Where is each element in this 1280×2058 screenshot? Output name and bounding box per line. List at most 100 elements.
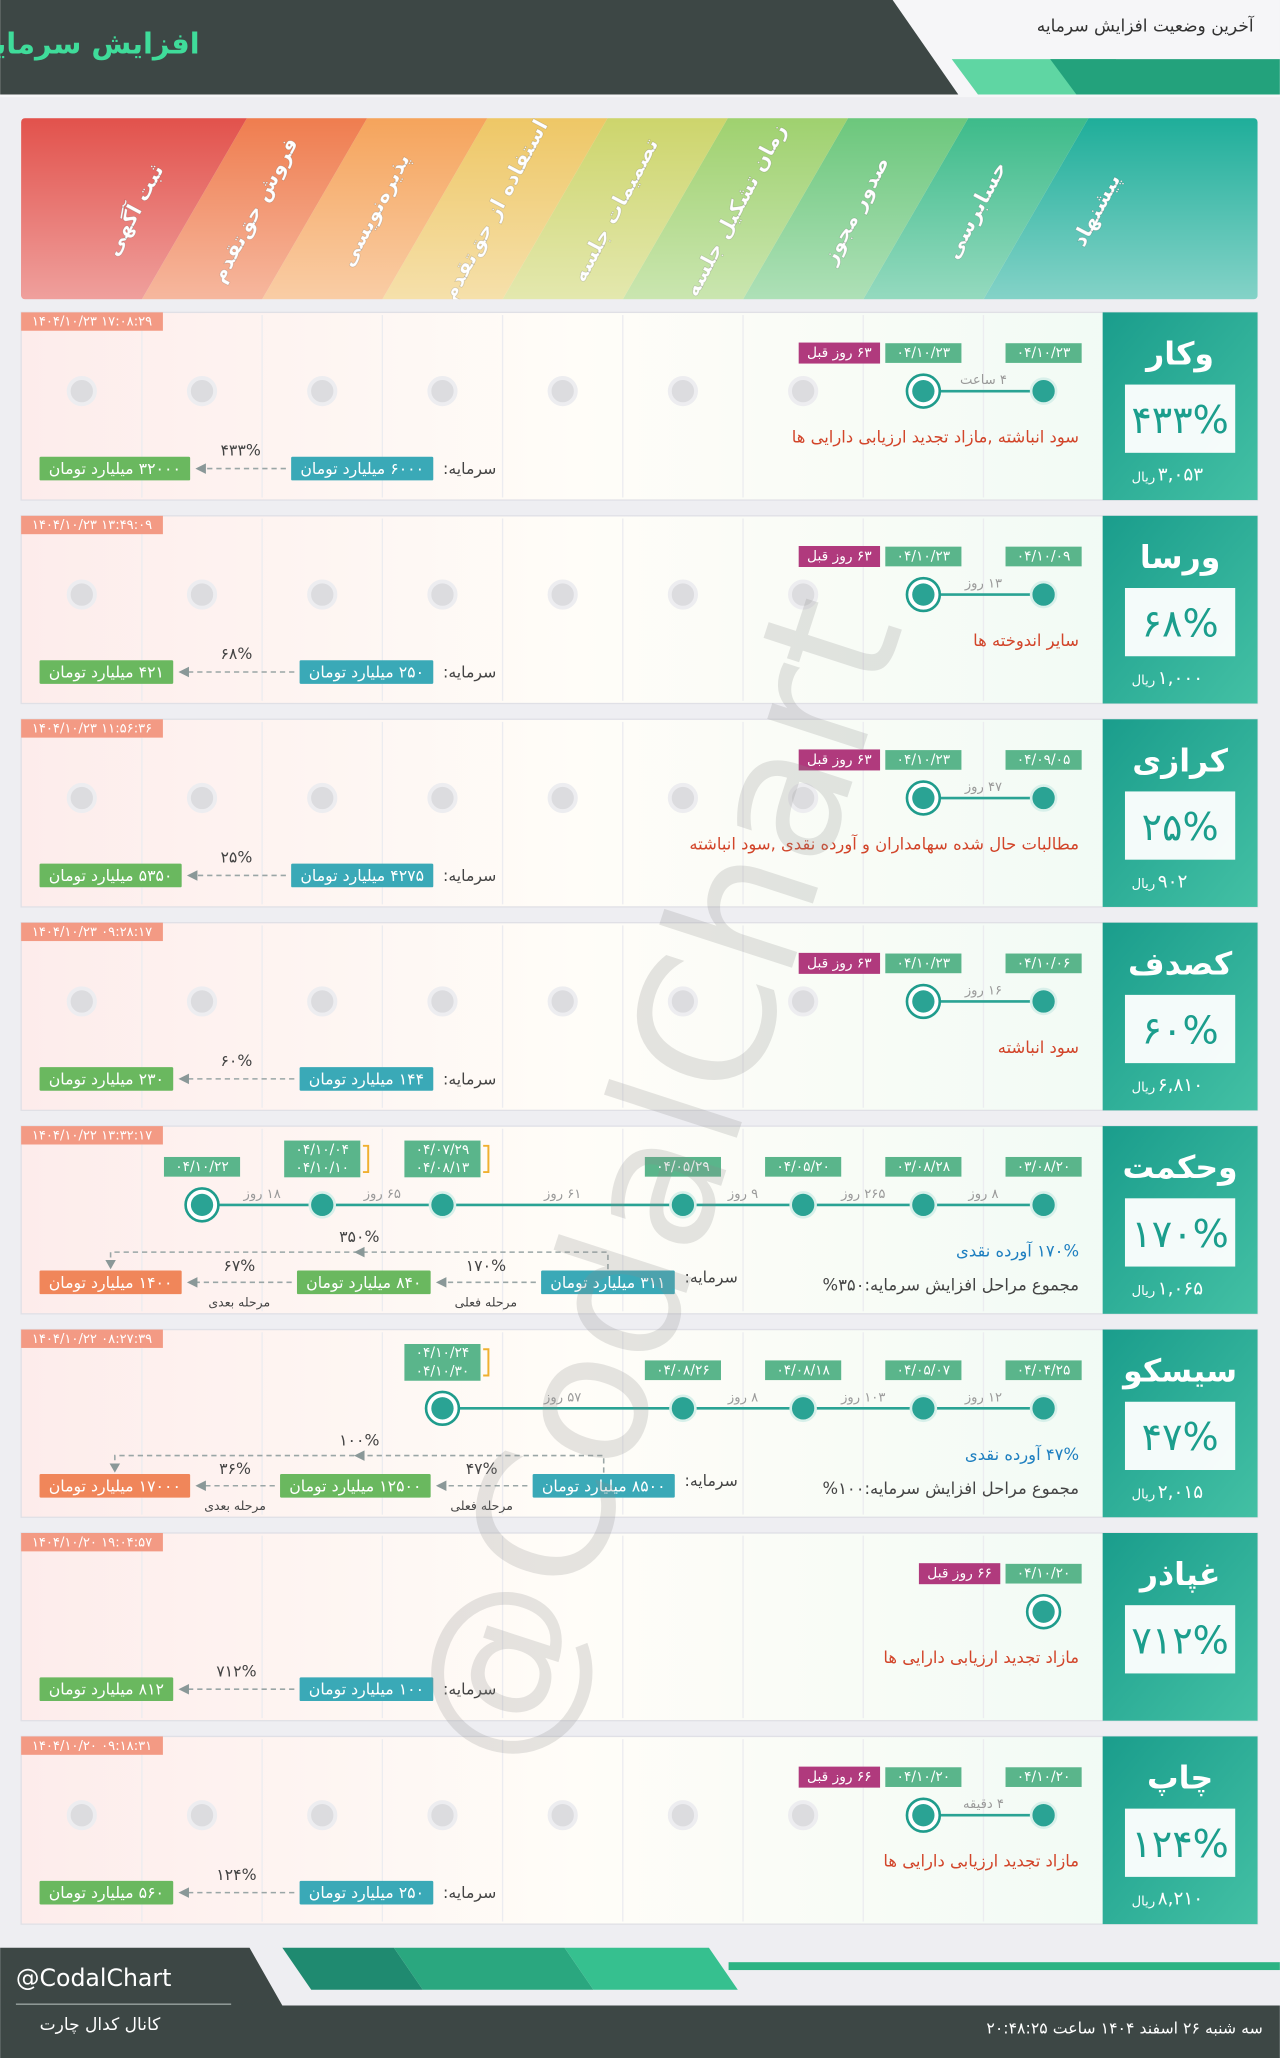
pending-step: [667, 986, 699, 1017]
pending-step: [547, 782, 578, 814]
done-step: [789, 1394, 817, 1423]
capital-amount: ۳۱۱ میلیارد تومان: [550, 1273, 665, 1293]
percent: ۲۵%: [1142, 805, 1219, 849]
date-box: [1005, 343, 1082, 363]
description: سود انباشته: [998, 1038, 1079, 1058]
row-card: [20, 718, 1259, 908]
percent-box: [1124, 1401, 1236, 1470]
capital-amount-box: [299, 660, 434, 684]
timestamp-box: [21, 515, 163, 535]
symbol: سیسکو: [1121, 1354, 1237, 1390]
step-date: ۰۴/۱۰/۱۰: [295, 1160, 349, 1176]
capital-amount: ۳۲۰۰۰ میلیارد تومان: [49, 459, 181, 479]
capital-amount: ۲۳۰ میلیارد تومان: [49, 1069, 164, 1089]
capital-amount: ۲۵۰ میلیارد تومان: [309, 1883, 424, 1903]
date-box: [765, 1360, 842, 1381]
row-card: [20, 1735, 1259, 1925]
pending-step: [307, 376, 338, 407]
step-date: ۰۳/۰۸/۲۰: [1017, 1159, 1071, 1175]
capital-amount-box: [39, 1880, 174, 1905]
ago-box: [798, 749, 881, 771]
date-box: [1005, 1360, 1082, 1381]
percent: ۴۳۳%: [1131, 398, 1228, 442]
timestamp-box: [21, 312, 163, 331]
pending-step: [66, 1800, 97, 1831]
price-unit: ریال: [1132, 1081, 1156, 1096]
step-ago: ۶۶ روز قبل: [807, 1769, 872, 1785]
capital-amount: ۴۲۷۵ میلیارد تومان: [300, 866, 424, 886]
capital-label: سرمایه:: [443, 663, 496, 683]
symbol: وکار: [1144, 336, 1214, 372]
date-box: [885, 1360, 962, 1381]
percent-box: [1124, 1605, 1236, 1674]
date-box: [885, 343, 962, 363]
stage-fade: [21, 118, 1258, 300]
price-unit: ریال: [1132, 1894, 1156, 1909]
pending-step: [667, 782, 699, 814]
ago-box: [798, 546, 881, 567]
current-step: [912, 1804, 935, 1827]
step-gap: ۱۰۳ روز: [840, 1390, 885, 1405]
price: ۹۰۲: [1158, 872, 1188, 893]
percent: ۴۷%: [1142, 1415, 1219, 1459]
price-unit: ریال: [1132, 1284, 1156, 1299]
description: مازاد تجدید ارزیابی دارایی ها: [883, 1852, 1079, 1872]
footer-bar: [0, 1947, 1280, 2058]
step-date: ۰۴/۱۰/۲۴: [416, 1345, 470, 1361]
capital-amount: ۸۱۲ میلیارد تومان: [49, 1680, 164, 1700]
capital-amount: ۵۳۵۰ میلیارد تومان: [49, 866, 173, 886]
capital-amount-box: [280, 1473, 431, 1498]
done-step: [1029, 377, 1058, 405]
capital-label: سرمایه:: [685, 1268, 738, 1288]
date-box: [284, 1140, 361, 1178]
timestamp-box: [21, 1126, 163, 1145]
capital-amount: ۱۴۰۰ میلیارد تومان: [49, 1273, 173, 1293]
pending-step: [427, 1800, 458, 1831]
price-unit: ریال: [1132, 877, 1156, 892]
capital-change: ۳۶%: [219, 1459, 251, 1478]
done-step: [1029, 784, 1058, 812]
done-step: [308, 1191, 337, 1219]
pending-step: [547, 1800, 578, 1831]
step-gap: ۶۱ روز: [543, 1187, 581, 1202]
date-bracket: [483, 1348, 490, 1377]
step-date: ۰۴/۰۵/۰۷: [897, 1362, 951, 1378]
flow-arrowhead: [186, 1277, 198, 1288]
symbol: کرازی: [1132, 743, 1228, 779]
ago-box: [798, 952, 881, 974]
step-date: ۰۴/۰۹/۰۵: [1017, 752, 1071, 768]
step-date: ۰۴/۰۵/۲۰: [776, 1159, 830, 1175]
step-date: ۰۴/۱۰/۲۳: [1017, 345, 1071, 361]
step-date: ۰۴/۰۸/۱۳: [416, 1160, 470, 1176]
timestamp: ۱۴۰۴/۱۰/۲۰ ۰۹:۱۸:۳۱: [32, 1739, 152, 1754]
step-date: ۰۴/۱۰/۲۳: [897, 549, 951, 565]
step-gap: ۴۷ روز: [964, 780, 1002, 795]
step-date: ۰۴/۱۰/۲۲: [175, 1159, 229, 1175]
stock-row: غپاذر ۷۱۲% ۱۴۰۴/۱۰/۲۰ ۱۹:۰۴:۵۷ ۰۴/۱۰/۲۰ ۶۶ ر…: [20, 1532, 1259, 1722]
step-date: ۰۴/۰۷/۲۹: [416, 1142, 470, 1158]
current-step: [190, 1193, 214, 1217]
pending-step: [186, 376, 218, 407]
footer-line: [728, 1962, 1280, 1971]
pending-step: [186, 782, 218, 814]
pending-step: [667, 1800, 699, 1831]
pending-step: [788, 986, 819, 1017]
date-box: [644, 1156, 721, 1177]
percent-box: [1124, 1808, 1236, 1877]
step-gap: ۲۶۵ روز: [840, 1187, 885, 1202]
symbol: کصدف: [1128, 947, 1233, 983]
capital-change: ۴۳۳%: [220, 441, 260, 460]
page-title: افزایش سرمایه: [0, 26, 200, 60]
step-gap: ۱۲ روز: [964, 1390, 1002, 1405]
percent-box: [1124, 1198, 1236, 1267]
date-box: [765, 1156, 842, 1177]
done-step: [669, 1394, 697, 1423]
date-box: [1005, 1156, 1082, 1177]
description: مجموع مراحل افزایش سرمایه:۳۵۰%: [823, 1275, 1080, 1295]
capital-amount-box: [541, 1270, 675, 1295]
pending-step: [788, 579, 819, 610]
done-step: [909, 1394, 938, 1423]
total-arrowhead: [105, 1260, 116, 1270]
step-date: ۰۴/۱۰/۰۹: [1017, 549, 1071, 565]
